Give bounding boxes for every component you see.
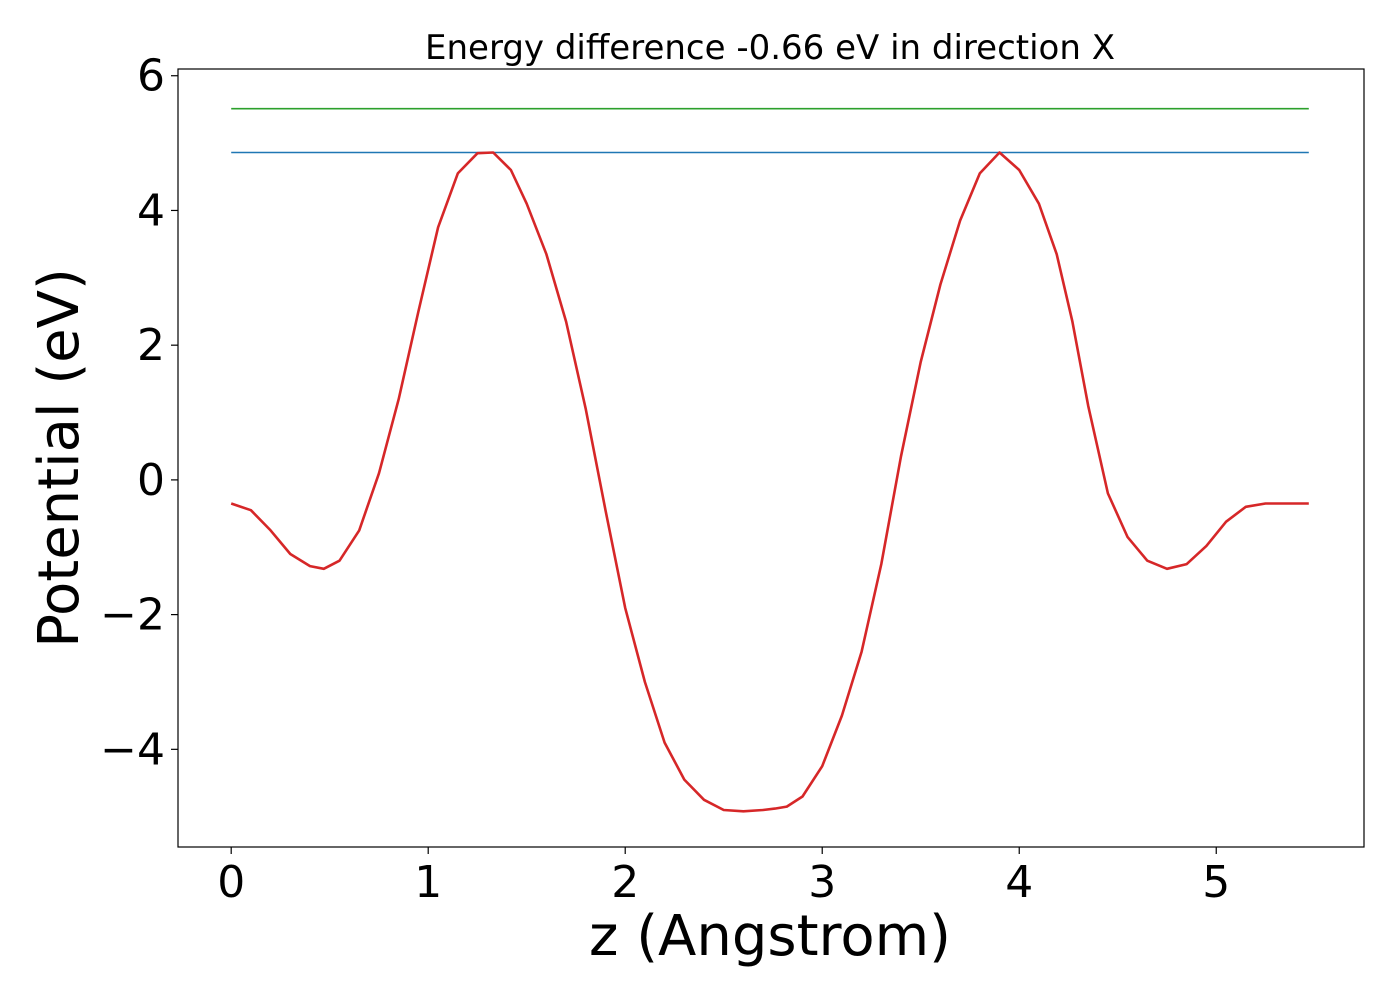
series-line-2 — [230, 151, 1309, 813]
y-tick-label: −2 — [100, 590, 165, 641]
y-axis-title: Potential (eV) — [27, 268, 92, 648]
x-axis-title: z (Angstrom) — [589, 904, 951, 969]
y-tick-label: 0 — [137, 455, 165, 506]
x-tick-label: 2 — [611, 857, 639, 908]
plot-frame — [177, 68, 1365, 848]
y-tick-label: 4 — [137, 185, 165, 236]
chart-title: Energy difference -0.66 eV in direction … — [425, 28, 1115, 68]
y-tick-label: 2 — [137, 320, 165, 371]
axes-layer: 0 1 2 3 4 5 −4 −2 0 2 4 6 — [100, 51, 1230, 908]
x-tick-label: 4 — [1005, 857, 1033, 908]
x-tick-label: 3 — [808, 857, 836, 908]
x-tick-label: 0 — [217, 857, 245, 908]
x-tick-label: 1 — [414, 857, 442, 908]
y-tick-label: 6 — [137, 51, 165, 102]
series-layer — [230, 107, 1309, 813]
y-tick-label: −4 — [100, 724, 165, 775]
x-tick-label: 5 — [1202, 857, 1230, 908]
